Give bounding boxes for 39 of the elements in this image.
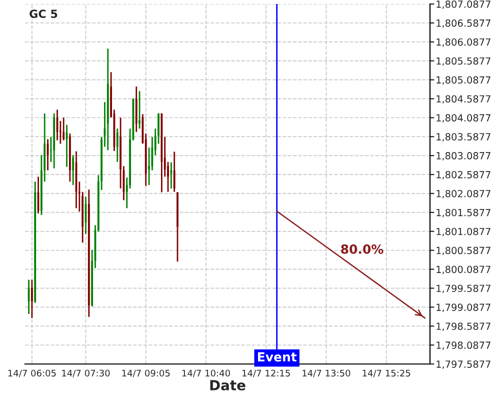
y-tick-label: 1,802.5877 [436, 171, 490, 180]
y-tick-label: 1,801.5877 [436, 208, 490, 218]
x-tick-label: 14/7 06:05 [8, 370, 56, 378]
x-axis-title: Date [210, 380, 246, 390]
y-tick-label: 1,804.5877 [436, 95, 490, 104]
candlestick [138, 90, 140, 130]
y-tick-label: 1,806.0877 [436, 38, 490, 47]
candlestick [31, 279, 33, 319]
y-tick-label: 1,800.5877 [436, 246, 490, 256]
y-tick-label: 1,805.5877 [436, 57, 490, 66]
x-tick-label: 14/7 07:30 [62, 370, 110, 378]
x-tick-label: 14/7 12:15 [242, 370, 290, 378]
y-tick-label: 1,802.0877 [436, 190, 490, 198]
y-tick-label: 1,800.0877 [436, 266, 490, 274]
x-tick-label: 14/7 13:50 [302, 370, 350, 378]
y-tick-label: 1,803.0877 [436, 152, 490, 160]
x-tick-label: 14/7 15:25 [362, 370, 410, 378]
y-tick-label: 1,797.5877 [436, 360, 490, 369]
candlestick [62, 116, 65, 142]
annotation: 80.0% [341, 244, 384, 254]
chart-title: GC 5 [30, 10, 58, 18]
candlestick [116, 128, 118, 163]
y-tick-label: 1,799.5877 [436, 284, 490, 294]
y-tick-label: 1,799.0877 [436, 304, 490, 312]
candlestick [173, 151, 176, 193]
y-tick-label: 1,806.5877 [436, 19, 490, 28]
candlestick [170, 162, 172, 190]
y-tick-label: 1,801.0877 [436, 228, 490, 236]
ref-line-label: Event [258, 352, 297, 362]
candlestick [72, 154, 74, 186]
candlestick [176, 192, 178, 262]
y-tick-label: 1,804.0877 [436, 114, 490, 123]
x-tick-label: 14/7 10:40 [182, 370, 230, 378]
x-tick-label: 14/7 09:05 [122, 370, 170, 378]
y-tick-label: 1,803.5877 [436, 133, 490, 142]
y-tick-label: 1,798.5877 [436, 322, 490, 331]
y-tick-label: 1,807.0877 [436, 0, 490, 9]
y-tick-label: 1,798.0877 [436, 342, 490, 350]
y-tick-label: 1,805.0877 [436, 76, 490, 85]
